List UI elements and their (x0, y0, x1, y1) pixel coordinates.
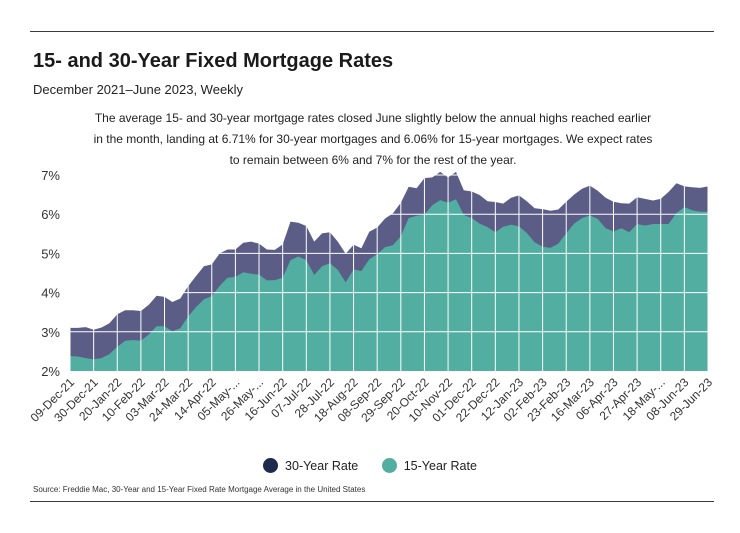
legend-item-15-year: 15-Year Rate (381, 458, 477, 473)
y-tick-label: 7% (41, 168, 60, 183)
legend-item-30-year: 30-Year Rate (263, 458, 358, 473)
chart-legend: 30-Year Rate 15-Year Rate (0, 458, 740, 476)
legend-label-30-year: 30-Year Rate (285, 458, 359, 473)
source-note: Source: Freddie Mac, 30-Year and 15-Year… (33, 485, 366, 494)
legend-swatch-30-year (263, 458, 279, 473)
y-tick-label: 2% (41, 364, 60, 379)
y-tick-label: 5% (41, 246, 60, 261)
y-tick-label: 6% (41, 207, 60, 222)
legend-label-15-year: 15-Year Rate (403, 458, 477, 473)
legend-swatch-15-year (381, 458, 397, 473)
bottom-rule (30, 501, 714, 502)
chart-subtitle: December 2021–June 2023, Weekly (33, 82, 244, 97)
y-tick-label: 4% (41, 286, 60, 301)
y-tick-label: 3% (41, 325, 60, 340)
mortgage-rates-chart: 2%3%4%5%6%7%09-Dec-2130-Dec-2120-Jan-221… (28, 168, 716, 425)
chart-title: 15- and 30-Year Fixed Mortgage Rates (33, 50, 394, 72)
chart-annotation: The average 15- and 30-year mortgage rat… (93, 111, 653, 167)
area-15-year-rate (70, 199, 708, 371)
top-rule (30, 31, 714, 32)
